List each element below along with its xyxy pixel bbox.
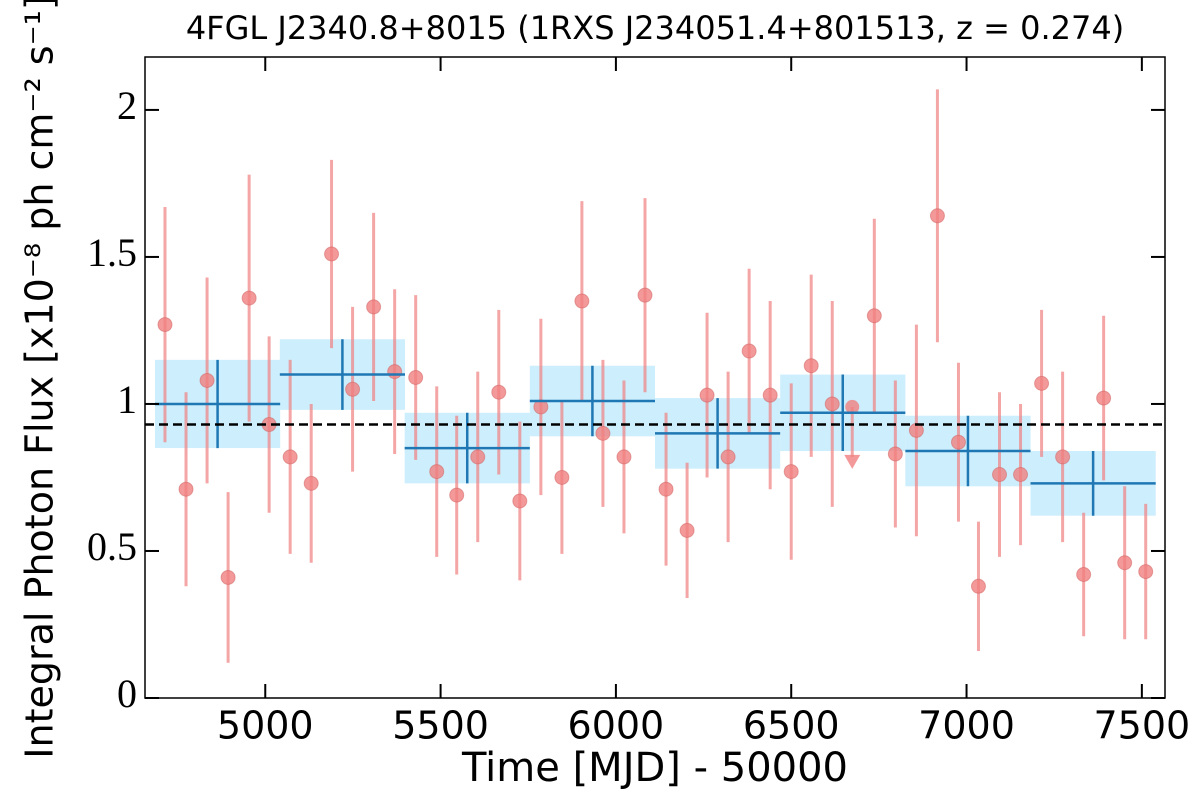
- data-point: [824, 396, 840, 412]
- data-point: [741, 343, 757, 359]
- data-point: [866, 308, 882, 324]
- data-point: [1076, 567, 1092, 583]
- y-axis-label: Integral Photon Flux [x10⁻⁸ ph cm⁻² s⁻¹]: [18, 0, 62, 759]
- data-point: [658, 481, 674, 497]
- y-tick-label: 1: [117, 377, 137, 422]
- data-point: [595, 425, 611, 441]
- data-point: [950, 434, 966, 450]
- data-point: [220, 569, 236, 585]
- x-tick-label: 6500: [743, 704, 840, 748]
- upper-limit-point: [845, 399, 860, 414]
- data-point: [929, 208, 945, 224]
- data-point: [720, 449, 736, 465]
- data-point: [282, 449, 298, 465]
- data-point: [637, 287, 653, 303]
- data-point: [679, 522, 695, 538]
- x-tick-label: 6000: [568, 704, 665, 748]
- data-point: [241, 290, 257, 306]
- data-point: [345, 381, 361, 397]
- data-point: [512, 493, 528, 509]
- data-point: [387, 364, 403, 380]
- x-tick-label: 7000: [918, 704, 1015, 748]
- x-axis-label: Time [MJD] - 50000: [461, 745, 848, 791]
- data-point: [1013, 467, 1029, 483]
- data-point: [470, 449, 486, 465]
- data-point: [491, 384, 507, 400]
- data-point: [970, 578, 986, 594]
- data-point: [429, 464, 445, 480]
- x-tick-label: 5000: [217, 704, 314, 748]
- data-point: [449, 487, 465, 503]
- data-point: [199, 372, 215, 388]
- data-point: [699, 387, 715, 403]
- data-point: [408, 370, 424, 385]
- data-point: [324, 246, 340, 262]
- y-tick-label: 2: [117, 83, 137, 128]
- plot-layer: [145, 89, 1165, 663]
- data-point: [1055, 449, 1071, 465]
- data-point: [783, 464, 799, 480]
- x-tick-label: 5500: [392, 704, 489, 748]
- data-point: [616, 449, 632, 465]
- data-point: [574, 293, 590, 309]
- data-point: [1138, 564, 1154, 580]
- data-point: [157, 317, 173, 333]
- upper-limit-head: [844, 454, 861, 469]
- y-tick-label: 1.5: [87, 230, 137, 275]
- data-point: [178, 481, 194, 497]
- plot-frame: [144, 56, 1166, 699]
- data-point: [991, 467, 1007, 483]
- chart-title: 4FGL J2340.8+8015 (1RXS J234051.4+801513…: [186, 9, 1124, 47]
- data-point: [1034, 375, 1050, 391]
- data-point: [1096, 390, 1112, 406]
- data-point: [762, 387, 778, 403]
- data-point: [554, 469, 570, 485]
- data-point: [887, 446, 903, 462]
- x-tick-label: 7500: [1093, 704, 1190, 748]
- data-point: [303, 475, 319, 491]
- data-point: [803, 358, 819, 374]
- data-point: [1117, 555, 1133, 571]
- y-tick-label: 0.5: [87, 524, 137, 569]
- y-tick-label: 0: [117, 671, 137, 716]
- data-point: [366, 299, 382, 315]
